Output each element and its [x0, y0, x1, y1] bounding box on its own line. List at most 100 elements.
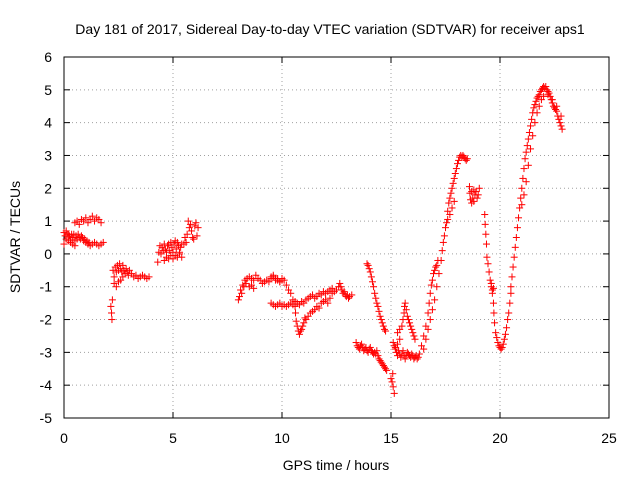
x-tick-label: 0: [60, 430, 68, 446]
data-point: [414, 353, 422, 361]
data-point: [446, 211, 454, 219]
data-point: [382, 327, 390, 335]
data-point: [234, 296, 242, 304]
data-point: [442, 224, 449, 232]
data-point: [173, 238, 181, 246]
data-point: [88, 212, 96, 220]
data-point: [145, 273, 153, 281]
data-point: [556, 119, 564, 127]
data-point: [512, 234, 520, 241]
data-point: [542, 83, 550, 91]
data-point: [348, 291, 356, 299]
data-point: [387, 375, 395, 383]
data-point: [238, 289, 246, 297]
y-tick-label: -5: [40, 410, 53, 426]
data-point: [507, 283, 515, 291]
data-point: [453, 160, 461, 168]
data-point: [124, 271, 132, 279]
data-point: [425, 299, 433, 307]
data-point: [379, 322, 387, 330]
data-point: [491, 319, 499, 327]
data-point: [483, 253, 491, 261]
data-point: [420, 345, 428, 353]
data-point: [365, 265, 373, 273]
data-point: [237, 286, 245, 294]
y-tick-label: -1: [40, 279, 53, 295]
data-point: [444, 215, 452, 223]
data-point: [540, 92, 548, 100]
x-axis-label: GPS time / hours: [283, 457, 390, 473]
data-point: [394, 340, 402, 348]
data-point: [503, 324, 511, 332]
data-point: [367, 273, 375, 281]
data-point: [484, 260, 492, 268]
data-point: [513, 224, 521, 232]
data-point: [552, 106, 560, 114]
data-point: [481, 220, 489, 228]
data-point: [378, 319, 386, 327]
data-point: [497, 345, 505, 353]
y-tick-label: -3: [40, 344, 53, 360]
data-point: [389, 370, 397, 378]
data-point: [408, 350, 416, 358]
data-point: [451, 170, 459, 178]
data-point: [401, 299, 409, 307]
data-point: [424, 309, 432, 317]
data-point: [522, 148, 530, 156]
data-point: [489, 284, 497, 292]
data-point: [475, 184, 483, 192]
data-point: [299, 322, 307, 330]
data-point: [433, 261, 441, 269]
data-point: [525, 128, 533, 136]
data-point: [67, 235, 75, 243]
data-point: [363, 260, 371, 268]
data-point: [119, 261, 127, 269]
data-point: [521, 155, 529, 163]
data-point: [60, 240, 68, 248]
data-point: [493, 334, 501, 342]
data-point: [504, 316, 512, 324]
data-point: [440, 232, 448, 240]
data-point: [242, 279, 250, 287]
data-point: [424, 325, 432, 333]
data-point: [190, 235, 198, 243]
data-point: [74, 230, 82, 238]
data-point: [507, 289, 515, 297]
data-point: [433, 283, 441, 291]
data-point: [194, 224, 202, 232]
data-point: [401, 302, 409, 310]
data-point: [535, 102, 543, 110]
data-point: [364, 261, 372, 269]
data-point: [154, 258, 162, 266]
data-point: [524, 161, 532, 169]
data-point: [463, 155, 471, 163]
data-point: [193, 232, 201, 240]
data-point: [487, 279, 495, 287]
data-point: [545, 89, 553, 97]
data-point: [372, 294, 380, 302]
data-point: [390, 342, 398, 350]
data-point: [520, 165, 528, 173]
data-point: [435, 270, 443, 278]
data-point: [295, 330, 303, 338]
data-point: [500, 335, 508, 343]
data-point: [426, 316, 434, 324]
data-point: [292, 309, 300, 317]
data-point: [406, 319, 414, 327]
data-point: [389, 383, 397, 391]
y-tick-label: 4: [44, 115, 52, 131]
data-point: [553, 102, 561, 110]
data-point: [557, 112, 565, 120]
data-point: [407, 322, 415, 330]
data-point: [352, 339, 360, 347]
data-point: [466, 189, 474, 197]
data-point: [337, 283, 345, 291]
data-point: [373, 347, 381, 355]
data-point: [289, 296, 297, 304]
data-point: [489, 299, 497, 307]
data-point: [422, 335, 430, 343]
data-point: [445, 199, 453, 207]
data-point: [326, 294, 334, 302]
data-point: [336, 279, 344, 287]
data-point: [494, 339, 502, 347]
